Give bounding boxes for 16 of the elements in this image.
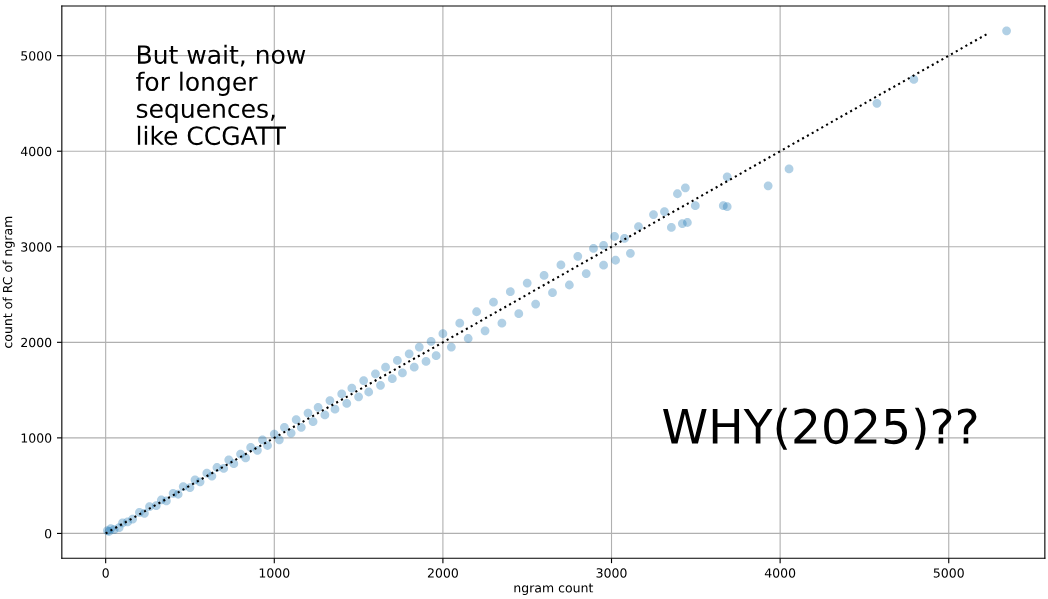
x-tick-label: 2000 (427, 568, 458, 578)
y-tick-label: 5000 (21, 51, 52, 61)
y-tick-label: 4000 (20, 146, 52, 157)
x-axis-title: ngram count (514, 583, 594, 595)
annotation: But wait, now for longer sequences, like CCGATT (136, 44, 306, 146)
y-tick-label: 2000 (21, 337, 52, 348)
x-tick-label: 5000 (933, 568, 964, 578)
y-axis-title: count of RC of ngram (2, 216, 15, 348)
y-tick-label: 0 (44, 528, 52, 539)
x-tick-label: 0 (102, 568, 109, 578)
x-tick-label: 3000 (596, 568, 627, 578)
x-tick-label: 4000 (764, 568, 796, 578)
x-tick-label: 1000 (259, 568, 290, 578)
y-tick-label: 3000 (21, 242, 52, 252)
annotation: WHY(2025)?? (663, 407, 977, 450)
y-tick-label: 1000 (21, 433, 52, 443)
